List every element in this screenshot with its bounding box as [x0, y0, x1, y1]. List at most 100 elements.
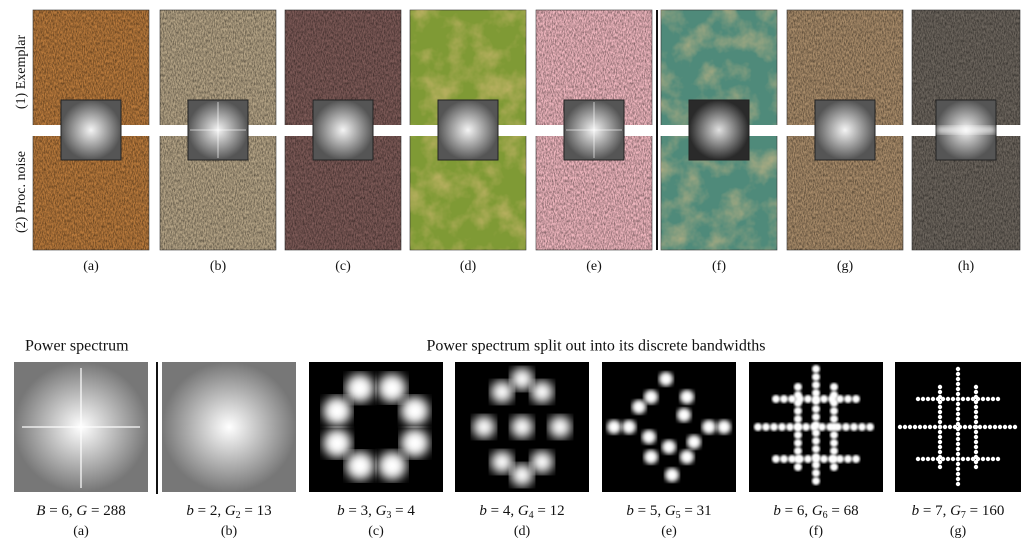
blob [323, 397, 352, 426]
variable: G [665, 503, 676, 519]
blob [717, 420, 731, 434]
caption-text: = 6, [45, 503, 76, 519]
caption-text: = 31 [681, 503, 712, 519]
blob [511, 416, 533, 438]
blob [812, 477, 820, 485]
blob [955, 386, 961, 392]
blob [955, 481, 961, 487]
blob [985, 396, 991, 402]
blob [828, 395, 836, 403]
blob [531, 451, 553, 473]
blob [955, 411, 961, 417]
blob [820, 395, 828, 403]
bandwidth-panel: b = 3, G3 = 4 (c) [309, 362, 443, 539]
spectrum [312, 99, 374, 161]
blob [937, 454, 943, 460]
blob [644, 450, 658, 464]
blob [830, 415, 838, 423]
spectrum [814, 99, 876, 161]
bandwidth-panel: b = 4, G4 = 12(d) [455, 362, 589, 539]
blob [804, 455, 812, 463]
blob [955, 396, 961, 402]
variable: G [376, 503, 387, 519]
blob [830, 439, 838, 447]
blob [930, 396, 936, 402]
blob [995, 396, 1001, 402]
blob [400, 428, 429, 457]
blob [511, 368, 533, 390]
blob [659, 372, 673, 386]
caption-text: = 4, [487, 503, 518, 519]
panel-label: (c) [335, 259, 351, 274]
variable: G [518, 503, 529, 519]
blob [858, 423, 866, 431]
blob [794, 455, 802, 463]
blob [762, 423, 770, 431]
panel-label: (e) [586, 259, 602, 274]
blob [977, 424, 983, 430]
blob [377, 374, 406, 403]
subscript: 7 [961, 510, 966, 521]
caption: b = 6, G6 = 68 [773, 503, 858, 521]
blob [982, 424, 988, 430]
caption-text: = 3, [345, 503, 376, 519]
blob [967, 424, 973, 430]
caption-text: = 13 [241, 503, 272, 519]
blob [780, 395, 788, 403]
blob [812, 455, 820, 463]
row-label-1: (1) Exemplar [14, 35, 29, 110]
blob [937, 389, 943, 395]
caption-text: = 2, [194, 503, 225, 519]
blob [930, 456, 936, 462]
blob [932, 424, 938, 430]
blob [965, 456, 971, 462]
caption-text: = 288 [87, 503, 125, 519]
blob [607, 420, 621, 434]
blob [937, 449, 943, 455]
caption: b = 5, G5 = 31 [626, 503, 711, 521]
blob [830, 383, 838, 391]
blob [812, 461, 820, 469]
bandwidth-panel: b = 2, G2 = 13(b) [162, 362, 296, 539]
spectrum [688, 99, 750, 161]
blob [812, 429, 820, 437]
blob [980, 396, 986, 402]
caption-text: = 6, [781, 503, 812, 519]
heading: Power spectrum [25, 338, 129, 355]
variable: b [479, 503, 487, 519]
blob [945, 456, 951, 462]
blob [950, 396, 956, 402]
caption-text: = 4 [391, 503, 415, 519]
caption-text: = 7, [919, 503, 950, 519]
blob [812, 445, 820, 453]
panel-label: (f) [809, 524, 823, 539]
blob [962, 424, 968, 430]
blob [937, 444, 943, 450]
blob [927, 424, 933, 430]
blob [677, 408, 691, 422]
row-label: (2) Proc. noise [14, 151, 29, 233]
caption: b = 7, G7 = 160 [912, 503, 1005, 521]
blob [985, 456, 991, 462]
blob [937, 464, 943, 470]
blob [973, 449, 979, 455]
blob [830, 447, 838, 455]
blob [947, 424, 953, 430]
blob [920, 456, 926, 462]
blob [772, 455, 780, 463]
bandwidth-panel: b = 6, G6 = 68 (f) [749, 362, 883, 539]
blob [400, 396, 429, 425]
blob [702, 420, 716, 434]
blob [955, 446, 961, 452]
blob [680, 390, 694, 404]
blob [955, 451, 961, 457]
panel-label: (g) [950, 524, 967, 539]
blob [955, 471, 961, 477]
blob [937, 439, 943, 445]
blob [937, 434, 943, 440]
variable: b [626, 503, 634, 519]
bandwidth-panel: b = 5, G5 = 31 (e) [602, 362, 736, 539]
blob [852, 455, 860, 463]
blob [812, 413, 820, 421]
